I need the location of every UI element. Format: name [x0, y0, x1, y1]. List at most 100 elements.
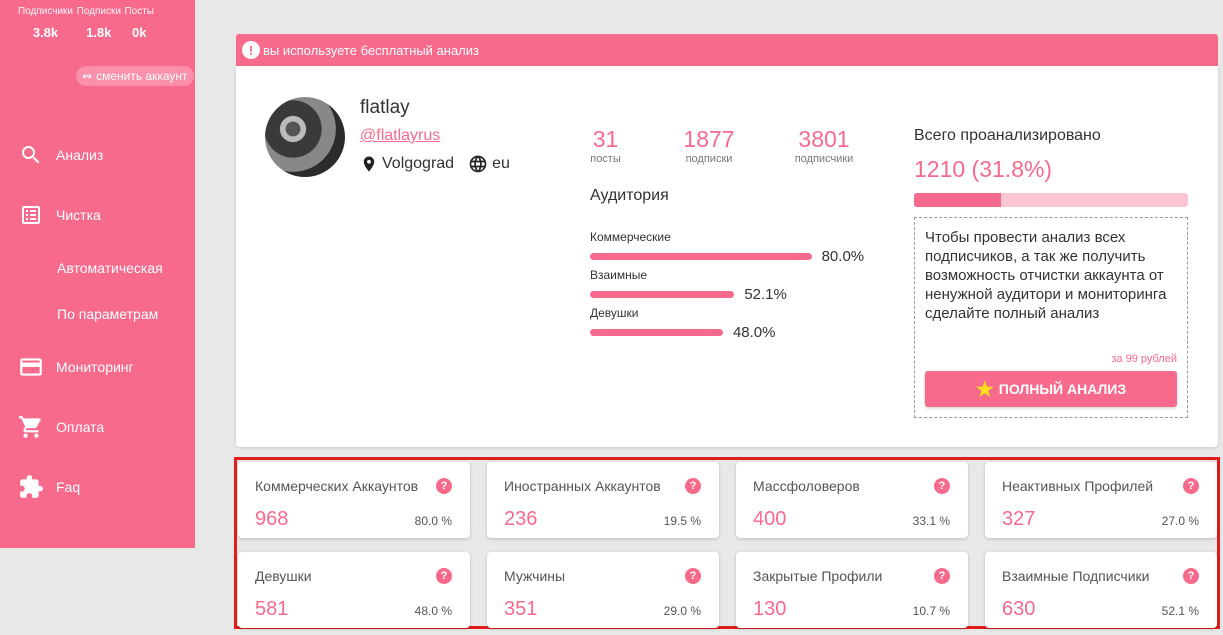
stat-pct: 27.0 %: [1161, 514, 1199, 528]
stat-card-foreign[interactable]: Иностранных Аккаунтов ? 236 19.5 %: [487, 462, 719, 538]
sidebar-item-auto[interactable]: Автоматическая: [0, 245, 195, 291]
count-number: 3801: [798, 126, 850, 152]
stat-card-mutual[interactable]: Взаимные Подписчики ? 630 52.1 %: [985, 552, 1217, 628]
cart-icon: [18, 414, 44, 440]
stat-value: 3.8k: [32, 25, 59, 40]
profile-language: eu: [492, 155, 510, 172]
audience-label: Девушки: [590, 306, 639, 320]
help-icon[interactable]: ?: [1183, 568, 1199, 584]
profile-card: flatlay @flatlayrus Volgograd eu 31 пост…: [236, 66, 1218, 447]
sidebar-item-faq[interactable]: Faq: [0, 457, 195, 517]
link-icon: ↭: [82, 69, 93, 83]
posts-count: 31 посты: [582, 126, 629, 165]
following-stat: Подписки 1.8k: [77, 6, 121, 40]
count-caption: посты: [590, 153, 621, 165]
analyzed-value: 1210 (31.8%): [914, 156, 1053, 182]
followers-count: 3801 подписчики: [784, 126, 864, 165]
stat-card-massfollowers[interactable]: Массфоловеров ? 400 33.1 %: [736, 462, 968, 538]
stat-pct: 10.7 %: [912, 604, 950, 618]
stat-card-private[interactable]: Закрытые Профили ? 130 10.7 %: [736, 552, 968, 628]
profile-counts: 31 посты 1877 подписки 3801 подписчики: [582, 126, 864, 165]
count-number: 1877: [683, 126, 735, 152]
puzzle-icon: [18, 474, 44, 500]
stat-pct: 29.0 %: [663, 604, 701, 618]
star-icon: ★: [975, 378, 994, 401]
audience-bar: [590, 253, 812, 260]
switch-account-label: сменить аккаунт: [96, 69, 188, 83]
stat-number: 581: [255, 598, 289, 620]
stat-label: Подписки: [76, 6, 121, 17]
posts-stat: Посты 0k: [124, 6, 154, 40]
stat-label: Подписчики: [18, 6, 74, 17]
count-number: 31: [592, 126, 619, 152]
stat-number: 968: [255, 508, 289, 530]
sidebar-item-by-params[interactable]: По параметрам: [0, 291, 195, 337]
full-analysis-button[interactable]: ★ ПОЛНЫЙ АНАЛИЗ: [925, 371, 1177, 407]
help-icon[interactable]: ?: [1183, 478, 1199, 494]
help-icon[interactable]: ?: [685, 568, 701, 584]
help-icon[interactable]: ?: [436, 478, 452, 494]
stat-pct: 48.0 %: [414, 604, 452, 618]
analyzed-title: Всего проанализировано: [914, 127, 1101, 144]
sidebar-item-cleanup[interactable]: Чистка: [0, 185, 195, 245]
sidebar-nav: Анализ Чистка Автоматическая По параметр…: [0, 125, 195, 517]
globe-icon: [469, 155, 487, 173]
sidebar: Подписчики 3.8k Подписки 1.8k Посты 0k ↭…: [0, 0, 195, 548]
sidebar-item-monitoring[interactable]: Мониторинг: [0, 337, 195, 397]
sidebar-item-label: Faq: [56, 479, 81, 495]
audience-pct: 48.0%: [732, 324, 776, 341]
stat-card-inactive[interactable]: Неактивных Профилей ? 327 27.0 %: [985, 462, 1217, 538]
promo-price: за 99 рублей: [1111, 353, 1177, 365]
stat-number: 236: [504, 508, 538, 530]
stat-label: Посты: [124, 6, 154, 17]
avatar: [265, 97, 345, 177]
stat-pct: 52.1 %: [1161, 604, 1199, 618]
help-icon[interactable]: ?: [436, 568, 452, 584]
audience-label: Коммерческие: [590, 230, 671, 244]
credit-card-icon: [18, 354, 44, 380]
sidebar-item-label: Автоматическая: [57, 260, 163, 276]
audience-pct: 80.0%: [821, 248, 865, 265]
profile-city: Volgograd: [382, 155, 455, 172]
stat-card-girls[interactable]: Девушки ? 581 48.0 %: [238, 552, 470, 628]
sidebar-item-analysis[interactable]: Анализ: [0, 125, 195, 185]
help-icon[interactable]: ?: [934, 478, 950, 494]
full-analysis-label: ПОЛНЫЙ АНАЛИЗ: [998, 381, 1127, 397]
stat-title: Массфоловеров: [753, 478, 860, 494]
stats-highlight-frame: [234, 457, 1220, 629]
stat-number: 327: [1002, 508, 1036, 530]
profile-name: flatlay: [360, 97, 410, 118]
stat-title: Неактивных Профилей: [1002, 478, 1154, 494]
stat-card-men[interactable]: Мужчины ? 351 29.0 %: [487, 552, 719, 628]
count-caption: подписчики: [794, 153, 854, 165]
stat-value: 0k: [132, 25, 147, 40]
following-count: 1877 подписки: [669, 126, 749, 165]
audience-label: Взаимные: [590, 268, 648, 282]
sidebar-item-label: Чистка: [56, 207, 101, 223]
sidebar-item-label: Анализ: [56, 147, 104, 163]
sidebar-item-label: Оплата: [56, 419, 105, 435]
profile-meta: Volgograd eu: [360, 154, 510, 174]
stat-title: Мужчины: [504, 568, 566, 584]
switch-account-button[interactable]: ↭ сменить аккаунт: [76, 66, 194, 86]
analyzed-progress-bar: [914, 193, 1188, 207]
audience-row-commercial: Коммерческие 80.0%: [590, 230, 864, 265]
sidebar-item-label: Мониторинг: [56, 359, 134, 375]
stat-pct: 19.5 %: [663, 514, 701, 528]
stat-number: 400: [753, 508, 787, 530]
stat-card-commercial[interactable]: Коммерческих Аккаунтов ? 968 80.0 %: [238, 462, 470, 538]
banner-text: вы используете бесплатный анализ: [263, 42, 479, 58]
followers-stat: Подписчики 3.8k: [18, 6, 73, 40]
help-icon[interactable]: ?: [685, 478, 701, 494]
free-analysis-banner: ! вы используете бесплатный анализ: [236, 34, 1218, 66]
full-analysis-promo: Чтобы провести анализ всех подписчиков, …: [914, 217, 1188, 418]
sidebar-item-payment[interactable]: Оплата: [0, 397, 195, 457]
audience-title: Аудитория: [590, 187, 669, 204]
stat-pct: 33.1 %: [912, 514, 950, 528]
help-icon[interactable]: ?: [934, 568, 950, 584]
stat-title: Иностранных Аккаунтов: [504, 478, 661, 494]
profile-handle-link[interactable]: @flatlayrus: [360, 127, 441, 144]
stat-pct: 80.0 %: [414, 514, 452, 528]
stat-title: Взаимные Подписчики: [1002, 568, 1150, 584]
audience-bar: [590, 329, 723, 336]
